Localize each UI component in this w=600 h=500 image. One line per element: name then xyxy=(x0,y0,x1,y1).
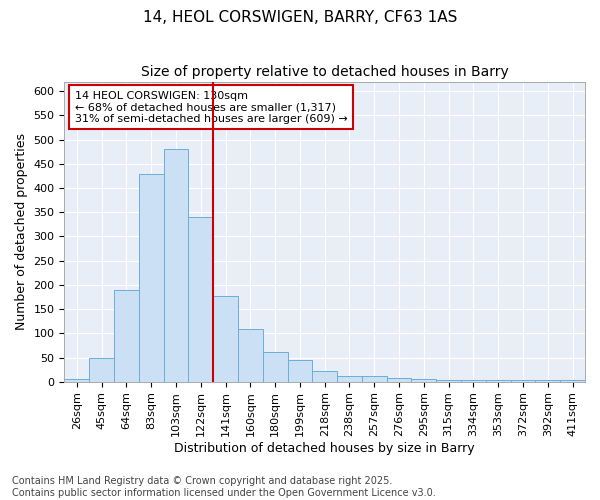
Title: Size of property relative to detached houses in Barry: Size of property relative to detached ho… xyxy=(141,65,509,79)
Bar xyxy=(461,380,486,382)
Bar xyxy=(486,380,511,382)
Bar xyxy=(560,380,585,382)
Bar xyxy=(64,380,89,382)
Bar xyxy=(362,376,386,382)
Bar xyxy=(436,380,461,382)
Text: Contains HM Land Registry data © Crown copyright and database right 2025.
Contai: Contains HM Land Registry data © Crown c… xyxy=(12,476,436,498)
Bar xyxy=(263,352,287,382)
X-axis label: Distribution of detached houses by size in Barry: Distribution of detached houses by size … xyxy=(175,442,475,455)
Bar xyxy=(511,380,535,382)
Bar xyxy=(114,290,139,382)
Bar xyxy=(287,360,313,382)
Bar xyxy=(313,370,337,382)
Bar xyxy=(337,376,362,382)
Y-axis label: Number of detached properties: Number of detached properties xyxy=(15,133,28,330)
Bar xyxy=(213,296,238,382)
Bar xyxy=(139,174,164,382)
Text: 14 HEOL CORSWIGEN: 130sqm
← 68% of detached houses are smaller (1,317)
31% of se: 14 HEOL CORSWIGEN: 130sqm ← 68% of detac… xyxy=(75,90,347,124)
Bar xyxy=(412,380,436,382)
Bar xyxy=(386,378,412,382)
Bar xyxy=(535,380,560,382)
Bar xyxy=(188,217,213,382)
Bar xyxy=(238,330,263,382)
Bar xyxy=(164,150,188,382)
Text: 14, HEOL CORSWIGEN, BARRY, CF63 1AS: 14, HEOL CORSWIGEN, BARRY, CF63 1AS xyxy=(143,10,457,25)
Bar xyxy=(89,358,114,382)
